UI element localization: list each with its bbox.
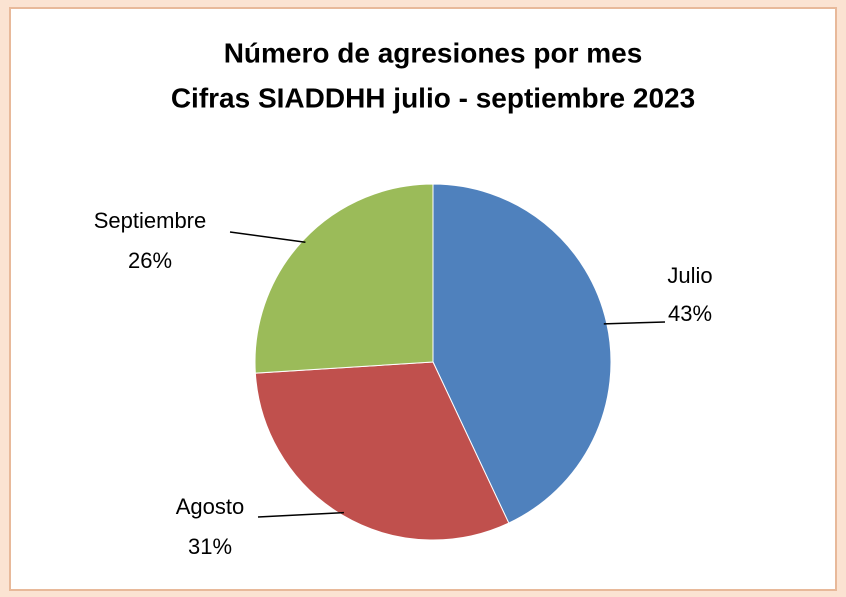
pie-slice xyxy=(254,183,434,374)
slice-label: Septiembre xyxy=(94,208,207,233)
chart-subtitle: Cifras SIADDHH julio - septiembre 2023 xyxy=(171,82,695,113)
slice-value: 43% xyxy=(668,301,712,326)
leader-line xyxy=(229,231,306,243)
slice-value: 26% xyxy=(128,248,172,273)
slice-value: 31% xyxy=(188,534,232,559)
slice-label: Agosto xyxy=(176,494,245,519)
leader-line xyxy=(257,511,344,518)
slice-label: Julio xyxy=(667,263,712,288)
leader-line xyxy=(603,321,666,325)
pie-slice xyxy=(254,361,510,541)
chart-title: Número de agresiones por mes xyxy=(224,37,643,68)
